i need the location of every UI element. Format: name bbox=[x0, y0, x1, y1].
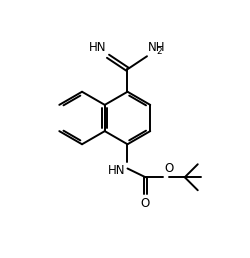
Text: HN: HN bbox=[88, 41, 106, 54]
Text: HN: HN bbox=[108, 164, 126, 176]
Text: O: O bbox=[164, 162, 174, 175]
Text: O: O bbox=[141, 197, 150, 210]
Text: NH: NH bbox=[148, 41, 166, 54]
Text: 2: 2 bbox=[156, 46, 162, 55]
